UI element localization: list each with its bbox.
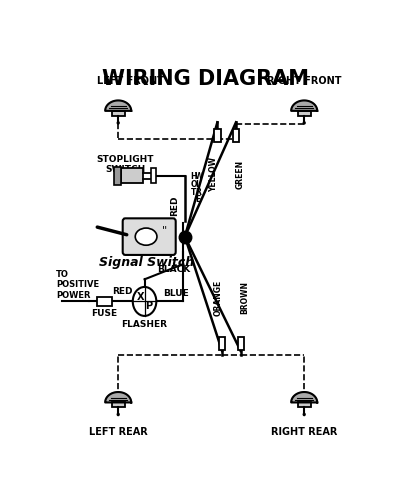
- Polygon shape: [291, 392, 317, 402]
- Circle shape: [303, 122, 305, 124]
- Circle shape: [117, 413, 119, 416]
- Text: O: O: [190, 180, 197, 189]
- Bar: [298, 111, 311, 116]
- Ellipse shape: [135, 228, 157, 245]
- Bar: [214, 129, 220, 142]
- Text: LEFT REAR: LEFT REAR: [89, 427, 148, 437]
- Text: W: W: [195, 172, 204, 182]
- Bar: [112, 402, 125, 407]
- Bar: [233, 129, 239, 142]
- Text: STOPLIGHT: STOPLIGHT: [96, 155, 154, 164]
- Text: LEFT FRONT: LEFT FRONT: [97, 76, 164, 86]
- Text: P: P: [145, 301, 152, 311]
- Bar: [121, 168, 143, 183]
- Text: RED: RED: [112, 287, 132, 296]
- Polygon shape: [291, 100, 317, 111]
- Text: ORANGE: ORANGE: [214, 280, 222, 316]
- Text: BLUE: BLUE: [163, 289, 189, 297]
- Text: ": ": [162, 225, 167, 235]
- Text: FLASHER: FLASHER: [122, 320, 168, 330]
- Text: Signal Switch: Signal Switch: [98, 256, 194, 269]
- Text: E: E: [195, 196, 200, 204]
- FancyBboxPatch shape: [123, 218, 176, 255]
- Text: GREEN: GREEN: [236, 160, 244, 189]
- Text: T: T: [190, 188, 196, 197]
- Text: TO
POSITIVE
POWER: TO POSITIVE POWER: [56, 270, 99, 299]
- Text: X: X: [137, 292, 144, 302]
- Text: BROWN: BROWN: [240, 281, 249, 314]
- Bar: [219, 337, 225, 350]
- Text: SWITCH: SWITCH: [105, 165, 146, 174]
- Bar: [151, 168, 156, 183]
- Circle shape: [133, 287, 156, 316]
- Text: RED: RED: [170, 196, 179, 216]
- Circle shape: [117, 122, 119, 124]
- Text: RIGHT FRONT: RIGHT FRONT: [267, 76, 342, 86]
- Bar: [112, 111, 125, 116]
- Bar: [97, 297, 112, 306]
- Text: BLACK: BLACK: [157, 265, 190, 274]
- Text: WIRING DIAGRAM: WIRING DIAGRAM: [102, 69, 308, 89]
- Text: FUSE: FUSE: [91, 309, 117, 318]
- Bar: [298, 402, 311, 407]
- Text: RIGHT REAR: RIGHT REAR: [271, 427, 337, 437]
- Text: R: R: [195, 188, 201, 197]
- Bar: [238, 337, 244, 350]
- Text: I: I: [195, 180, 198, 189]
- Polygon shape: [105, 100, 131, 111]
- Text: YELLOW: YELLOW: [209, 157, 218, 192]
- Bar: [114, 166, 121, 185]
- Text: H: H: [190, 172, 197, 182]
- Circle shape: [303, 413, 305, 416]
- Polygon shape: [105, 392, 131, 402]
